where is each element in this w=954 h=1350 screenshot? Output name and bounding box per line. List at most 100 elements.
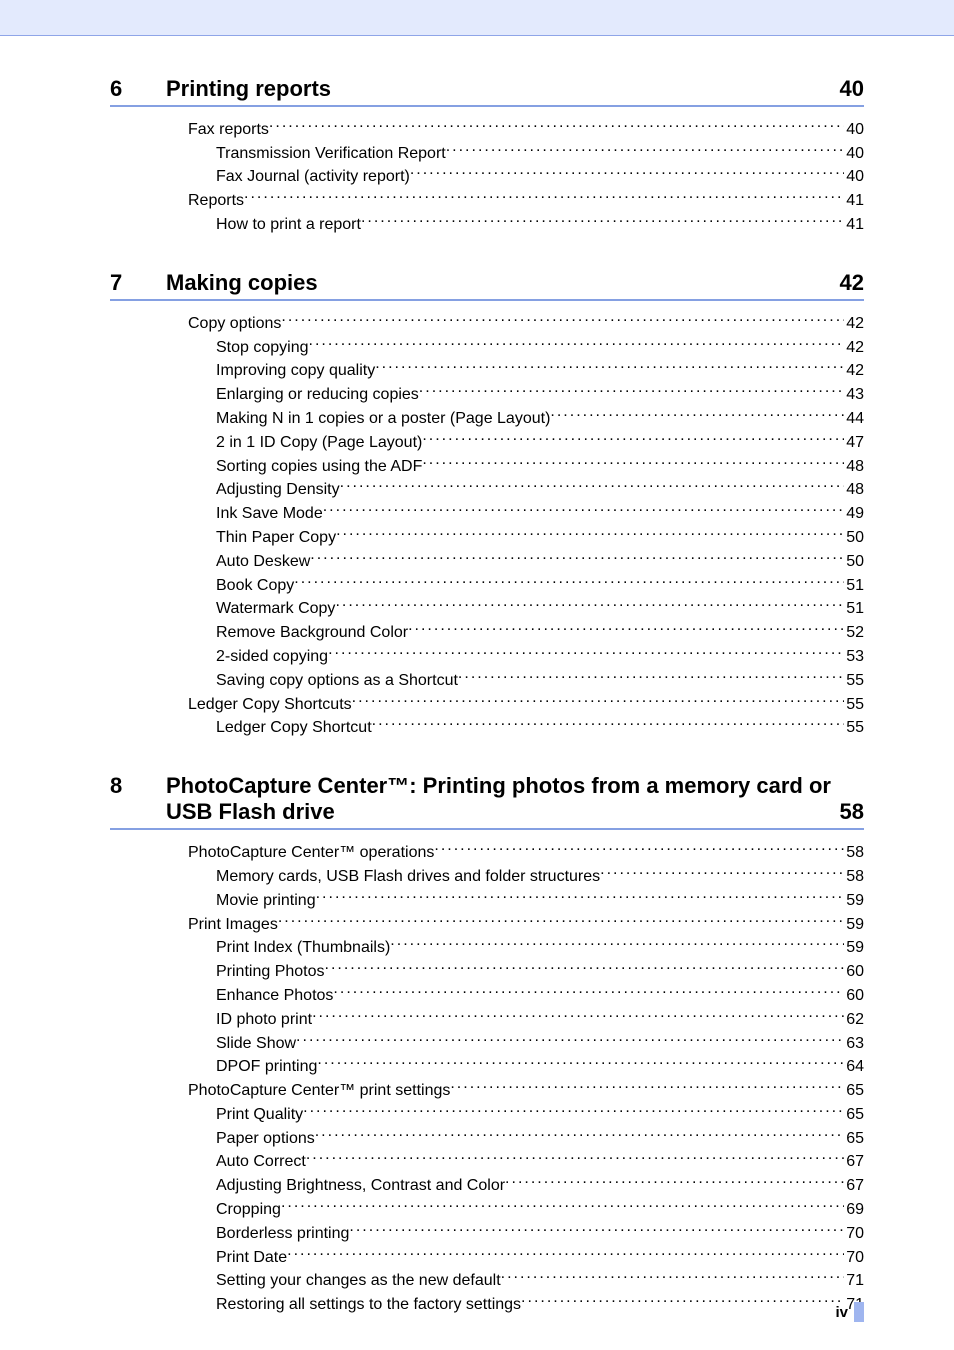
toc-entry-page: 53 [844,646,864,668]
toc-leader-dots [323,501,844,518]
toc-leader-dots [269,117,844,134]
toc-leader-dots [317,1055,844,1072]
toc-entry[interactable]: Thin Paper Copy50 [166,525,864,549]
toc-entry-label: Adjusting Brightness, Contrast and Color [216,1175,505,1197]
toc-entry-page: 60 [844,961,864,983]
toc-body-8: PhotoCapture Center™ operations58Memory … [166,840,864,1316]
toc-entry-page: 49 [844,503,864,525]
toc-entry[interactable]: Transmission Verification Report40 [166,141,864,165]
toc-entry[interactable]: Enlarging or reducing copies 43 [166,382,864,406]
toc-entry[interactable]: Print Images59 [166,912,864,936]
toc-entry-label: 2-sided copying [216,646,328,668]
toc-entry[interactable]: Adjusting Brightness, Contrast and Color… [166,1173,864,1197]
header-band [0,0,954,36]
toc-leader-dots [422,454,844,471]
toc-entry[interactable]: Book Copy 51 [166,573,864,597]
toc-entry[interactable]: Print Date70 [166,1245,864,1269]
toc-entry-label: Ink Save Mode [216,503,323,525]
toc-entry[interactable]: Paper options65 [166,1126,864,1150]
toc-leader-dots [281,311,844,328]
toc-entry-label: 2 in 1 ID Copy (Page Layout) [216,432,422,454]
section-number: 8 [110,773,166,799]
toc-entry[interactable]: Setting your changes as the new default7… [166,1269,864,1293]
toc-entry-label: Fax Journal (activity report) [216,166,410,188]
toc-entry[interactable]: Reports41 [166,188,864,212]
toc-entry-label: Cropping [216,1199,281,1221]
toc-entry[interactable]: Enhance Photos 60 [166,983,864,1007]
toc-entry[interactable]: Stop copying42 [166,335,864,359]
toc-entry[interactable]: Ledger Copy Shortcut55 [166,716,864,740]
toc-entry-page: 44 [844,408,864,430]
toc-entry-label: Setting your changes as the new default [216,1270,501,1292]
toc-entry[interactable]: Sorting copies using the ADF48 [166,454,864,478]
toc-entry-page: 55 [844,717,864,739]
toc-entry[interactable]: Cropping69 [166,1197,864,1221]
toc-leader-dots [408,620,844,637]
toc-entry[interactable]: Auto Deskew50 [166,549,864,573]
toc-entry-page: 52 [844,622,864,644]
toc-entry-label: Paper options [216,1128,315,1150]
toc-entry[interactable]: Fax reports40 [166,117,864,141]
toc-entry-label: Enhance Photos [216,985,333,1007]
toc-entry[interactable]: Memory cards, USB Flash drives and folde… [166,864,864,888]
toc-entry[interactable]: Borderless printing70 [166,1221,864,1245]
toc-entry-label: How to print a report [216,214,361,236]
toc-entry[interactable]: Ink Save Mode 49 [166,501,864,525]
toc-entry[interactable]: Adjusting Density48 [166,478,864,502]
toc-entry-page: 59 [844,937,864,959]
toc-entry[interactable]: Making N in 1 copies or a poster (Page L… [166,406,864,430]
toc-leader-dots [349,1221,844,1238]
toc-entry[interactable]: 2 in 1 ID Copy (Page Layout)47 [166,430,864,454]
toc-entry-label: Fax reports [188,119,269,141]
toc-entry-label: Enlarging or reducing copies [216,384,419,406]
section-head: 8 PhotoCapture Center™: Printing photos … [110,773,864,830]
toc-entry-page: 51 [844,575,864,597]
section-page: 40 [840,76,864,102]
toc-entry[interactable]: Slide Show63 [166,1031,864,1055]
toc-entry[interactable]: Print Index (Thumbnails)59 [166,936,864,960]
toc-entry[interactable]: 2-sided copying 53 [166,644,864,668]
toc-entry-label: Movie printing [216,890,316,912]
toc-entry-page: 43 [844,384,864,406]
toc-leader-dots [434,840,844,857]
toc-leader-dots [375,359,844,376]
toc-entry-page: 70 [844,1247,864,1269]
toc-entry[interactable]: Restoring all settings to the factory se… [166,1292,864,1316]
toc-entry[interactable]: Watermark Copy51 [166,597,864,621]
toc-entry[interactable]: DPOF printing64 [166,1055,864,1079]
toc-entry-label: Ledger Copy Shortcuts [188,694,352,716]
toc-entry[interactable]: Copy options42 [166,311,864,335]
toc-leader-dots [335,597,844,614]
toc-leader-dots [281,1197,844,1214]
toc-entry[interactable]: PhotoCapture Center™ print settings65 [166,1078,864,1102]
toc-entry-label: Making N in 1 copies or a poster (Page L… [216,408,550,430]
section-head: 7 Making copies 42 [110,270,864,301]
toc-entry[interactable]: Ledger Copy Shortcuts55 [166,692,864,716]
toc-entry-page: 41 [844,190,864,212]
toc-section-8: 8 PhotoCapture Center™: Printing photos … [110,773,864,1316]
toc-entry-page: 40 [844,166,864,188]
toc-leader-dots [361,212,844,229]
toc-leader-dots [336,525,844,542]
toc-entry[interactable]: Saving copy options as a Shortcut55 [166,668,864,692]
toc-entry-page: 63 [844,1033,864,1055]
toc-entry[interactable]: Movie printing59 [166,888,864,912]
toc-entry[interactable]: Auto Correct67 [166,1150,864,1174]
toc-leader-dots [458,668,844,685]
toc-entry-label: Book Copy [216,575,294,597]
toc-entry[interactable]: Improving copy quality42 [166,359,864,383]
section-page: 58 [840,799,864,825]
toc-leader-dots [296,1031,844,1048]
toc-entry[interactable]: Print Quality65 [166,1102,864,1126]
toc-entry[interactable]: How to print a report41 [166,212,864,236]
toc-entry[interactable]: Fax Journal (activity report) 40 [166,165,864,189]
page-content: 6 Printing reports 40 Fax reports40Trans… [0,36,954,1316]
toc-entry-label: ID photo print [216,1009,312,1031]
toc-entry[interactable]: Printing Photos60 [166,959,864,983]
toc-entry[interactable]: ID photo print62 [166,1007,864,1031]
toc-entry-page: 70 [844,1223,864,1245]
toc-entry[interactable]: PhotoCapture Center™ operations58 [166,840,864,864]
toc-entry[interactable]: Remove Background Color52 [166,620,864,644]
section-title: Printing reports [166,76,840,102]
toc-entry-page: 60 [844,985,864,1007]
